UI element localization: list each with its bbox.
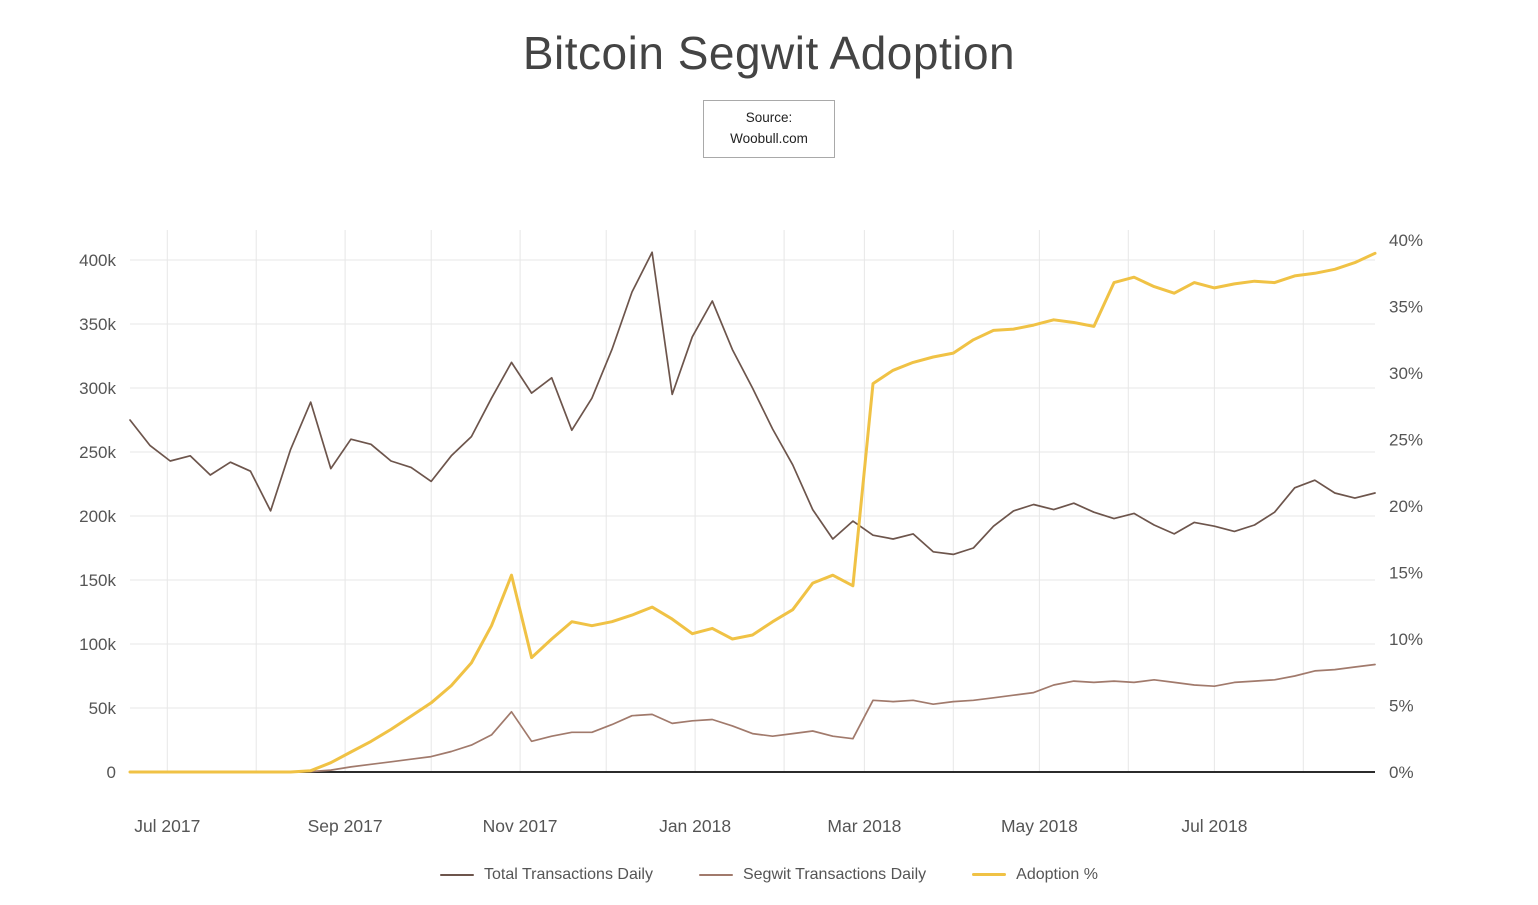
x-tick-label: Jan 2018 xyxy=(659,816,731,836)
series-line-adoption xyxy=(128,251,1377,774)
source-label: Source: xyxy=(745,110,793,125)
source-box-wrap: Source: Woobull.com xyxy=(0,100,1538,158)
x-tick-label: Nov 2017 xyxy=(483,816,558,836)
y-right-tick-label: 10% xyxy=(1389,630,1423,649)
y-left-tick-label: 100k xyxy=(79,635,116,654)
y-left-tick-label: 350k xyxy=(79,315,116,334)
chart-title: Bitcoin Segwit Adoption xyxy=(522,27,1016,79)
y-left-tick-label: 50k xyxy=(89,699,117,718)
y-left-tick-label: 0 xyxy=(107,763,116,782)
source-name: Woobull.com xyxy=(730,130,808,146)
y-right-tick-label: 5% xyxy=(1389,696,1414,715)
x-tick-label: May 2018 xyxy=(1001,816,1078,836)
y-right-tick-label: 0% xyxy=(1389,763,1414,782)
y-left-tick-label: 250k xyxy=(79,443,116,462)
legend-item-adoption[interactable]: Adoption % xyxy=(972,866,1098,884)
legend-label: Adoption % xyxy=(1016,865,1098,883)
y-right-tick-label: 25% xyxy=(1389,430,1423,449)
y-left-tick-label: 150k xyxy=(79,571,116,590)
segwit-adoption-chart: 0 50k 100k 150k 200k 250k 300k 350k 400k 0% 5% 10% 1… xyxy=(79,229,1423,836)
y-right-tick-label: 40% xyxy=(1389,231,1423,250)
legend-label: Total Transactions Daily xyxy=(484,865,653,883)
legend-swatch-segwit-transactions-daily xyxy=(698,873,733,876)
legend-item-total-transactions-daily[interactable]: Total Transactions Daily xyxy=(440,866,653,884)
series-line-segwit-transactions-daily xyxy=(129,663,1376,773)
x-tick-label: Sep 2017 xyxy=(308,816,383,836)
chart-legend: Total Transactions Daily Segwit Transacti… xyxy=(0,866,1538,884)
y-right-tick-label: 15% xyxy=(1389,563,1423,582)
y-right-tick-label: 30% xyxy=(1389,364,1423,383)
y-left-tick-label: 300k xyxy=(79,379,116,398)
x-tick-label: Jul 2017 xyxy=(134,816,200,836)
y-right-tick-label: 35% xyxy=(1389,297,1423,316)
legend-swatch-adoption xyxy=(972,873,1007,877)
series-line-total-transactions-daily xyxy=(129,251,1376,556)
source-box: Source: Woobull.com xyxy=(703,100,835,158)
legend-label: Segwit Transactions Daily xyxy=(742,865,927,883)
y-left-tick-label: 400k xyxy=(79,251,116,270)
x-tick-label: Mar 2018 xyxy=(827,816,901,836)
legend-item-segwit-transactions-daily[interactable]: Segwit Transactions Daily xyxy=(698,865,927,884)
legend-swatch-total-transactions-daily xyxy=(440,873,474,876)
y-right-tick-label: 20% xyxy=(1389,497,1423,516)
x-tick-label: Jul 2018 xyxy=(1181,816,1247,836)
y-left-tick-label: 200k xyxy=(79,507,116,526)
